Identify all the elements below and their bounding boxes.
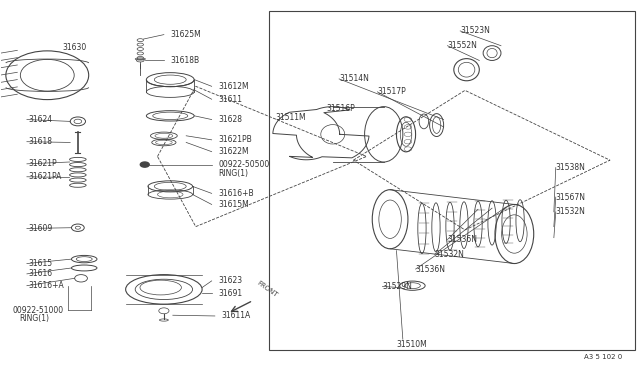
Text: 31511M: 31511M bbox=[275, 113, 306, 122]
FancyBboxPatch shape bbox=[269, 11, 636, 350]
Text: 31516P: 31516P bbox=[326, 104, 355, 113]
Text: 31536N: 31536N bbox=[447, 235, 477, 244]
Text: 00922-50500: 00922-50500 bbox=[218, 160, 269, 169]
Text: RING(1): RING(1) bbox=[218, 169, 248, 177]
Text: 31615: 31615 bbox=[28, 259, 52, 268]
Text: 31536N: 31536N bbox=[415, 264, 445, 273]
Text: 31624: 31624 bbox=[28, 115, 52, 124]
Text: 31529N: 31529N bbox=[383, 282, 412, 291]
Text: A3 5 102 0: A3 5 102 0 bbox=[584, 353, 623, 359]
Text: 31514N: 31514N bbox=[339, 74, 369, 83]
Text: 31616: 31616 bbox=[28, 269, 52, 278]
Text: 31618B: 31618B bbox=[170, 56, 200, 65]
Text: 31621P: 31621P bbox=[28, 159, 57, 169]
Text: 31623: 31623 bbox=[218, 276, 242, 285]
Text: 00922-51000: 00922-51000 bbox=[13, 306, 64, 315]
Text: 31616+B: 31616+B bbox=[218, 189, 253, 198]
Text: 31611A: 31611A bbox=[221, 311, 250, 320]
Text: 31609: 31609 bbox=[28, 224, 52, 233]
Text: 31532N: 31532N bbox=[435, 250, 465, 259]
Text: 31532N: 31532N bbox=[556, 207, 586, 217]
Text: 31621PA: 31621PA bbox=[28, 172, 61, 181]
Text: 31616+A: 31616+A bbox=[28, 281, 64, 290]
Circle shape bbox=[140, 162, 149, 167]
Text: 31630: 31630 bbox=[62, 43, 86, 52]
Text: 31691: 31691 bbox=[218, 289, 242, 298]
Text: 31552N: 31552N bbox=[447, 41, 477, 50]
Text: 31510M: 31510M bbox=[396, 340, 428, 349]
Text: 31567N: 31567N bbox=[556, 193, 586, 202]
Text: 31618: 31618 bbox=[28, 137, 52, 146]
Text: 31628: 31628 bbox=[218, 115, 242, 124]
Text: 31622M: 31622M bbox=[218, 147, 249, 156]
Text: 31615M: 31615M bbox=[218, 200, 249, 209]
Text: 31538N: 31538N bbox=[556, 163, 586, 172]
FancyBboxPatch shape bbox=[1, 1, 269, 371]
Text: 31625M: 31625M bbox=[170, 30, 201, 39]
Text: 31523N: 31523N bbox=[460, 26, 490, 35]
Text: 31611: 31611 bbox=[218, 95, 242, 104]
Text: 31517P: 31517P bbox=[378, 87, 406, 96]
Text: 31612M: 31612M bbox=[218, 82, 249, 91]
Text: FRONT: FRONT bbox=[256, 280, 279, 299]
Text: 31621PB: 31621PB bbox=[218, 135, 252, 144]
Text: RING(1): RING(1) bbox=[19, 314, 49, 323]
